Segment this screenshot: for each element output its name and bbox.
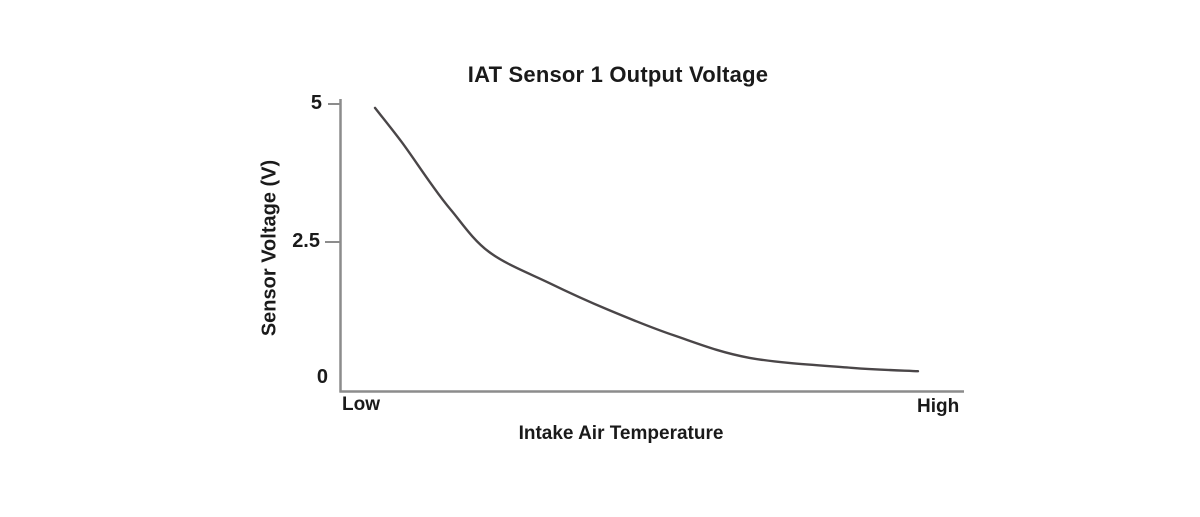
sensor-voltage-curve (373, 106, 920, 373)
y-tick-label-2-5: 2.5 (292, 230, 320, 252)
y-tick-label-5: 5 (310, 92, 322, 114)
chart-title: IAT Sensor 1 Output Voltage (467, 62, 769, 87)
x-axis-high-label: High (917, 396, 960, 417)
y-tick-label-0: 0 (316, 366, 328, 388)
x-axis-low-label: Low (342, 394, 380, 415)
x-axis-label: Intake Air Temperature (518, 423, 724, 444)
